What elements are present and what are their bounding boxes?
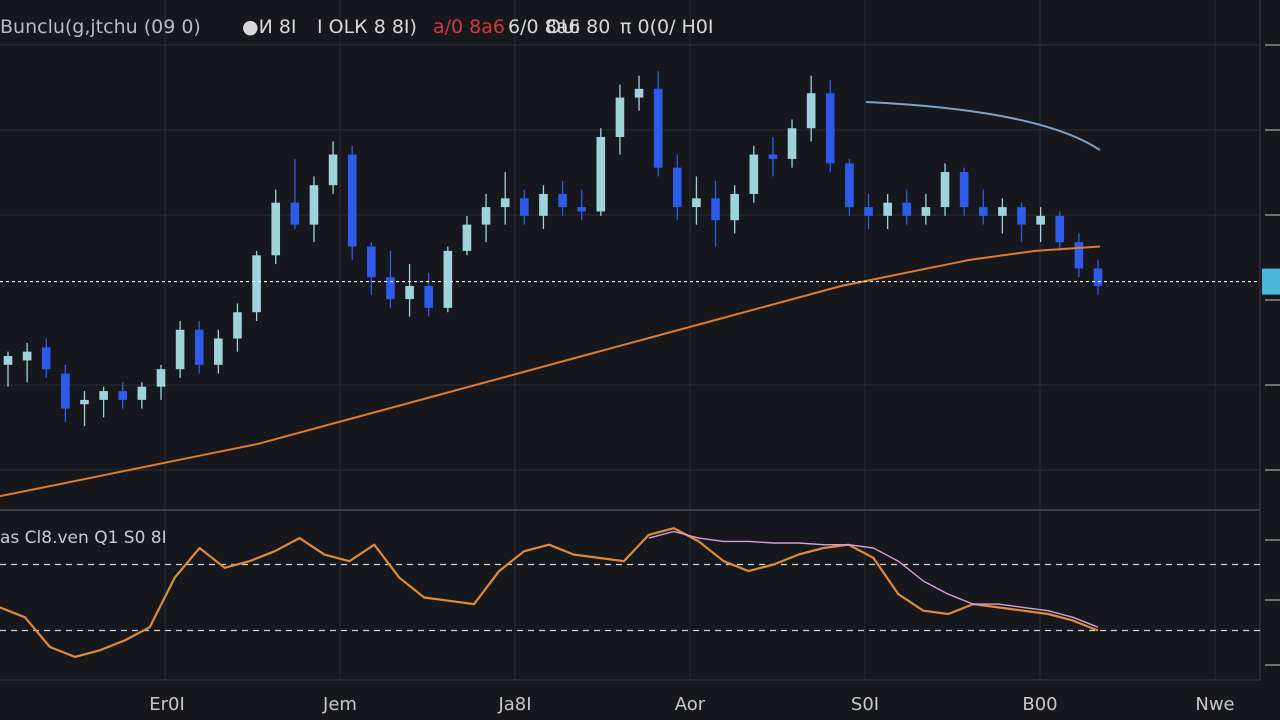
candle-body-44 <box>845 163 854 208</box>
candle-body-40 <box>768 154 778 159</box>
candle-body-46 <box>883 202 892 216</box>
candle-body-35 <box>672 167 682 208</box>
candle-body-15 <box>290 202 300 225</box>
high-value: I OLК 8 8I) <box>317 16 417 38</box>
candle-body-39 <box>749 154 759 194</box>
candle-body-42 <box>806 93 816 129</box>
oscillator-signal-line <box>648 530 1099 628</box>
candle-body-30 <box>577 207 586 212</box>
oscillator-legend: as Cl8.ven Q1 S0 8I <box>0 528 167 548</box>
candle-body-5 <box>99 391 108 400</box>
candlestick-series <box>3 71 1103 427</box>
candle-body-1 <box>22 351 32 361</box>
candle-body-9 <box>175 329 185 370</box>
candle-body-54 <box>1036 215 1045 225</box>
candle-body-25 <box>481 207 491 225</box>
axes: Er0I Jem Ja8I Aor S0I B00 Nwe <box>149 44 1280 715</box>
candle-body-38 <box>730 193 739 221</box>
low-value: a/0 8a6 <box>433 16 505 38</box>
candle-body-24 <box>462 224 472 251</box>
candle-body-14 <box>271 202 281 256</box>
candle-body-50 <box>959 172 969 208</box>
candle-body-12 <box>233 312 242 339</box>
candle-body-4 <box>80 399 89 405</box>
grid <box>0 0 1261 681</box>
candle-body-6 <box>118 391 128 400</box>
candle-body-49 <box>940 172 950 208</box>
candle-body-26 <box>500 198 510 208</box>
candle-body-0 <box>3 356 13 365</box>
x-tick-label-6: Nwe <box>1195 694 1234 715</box>
close-value: 6/0 8a6 <box>508 16 580 38</box>
candle-body-45 <box>864 207 873 216</box>
open-value: ●И 8I <box>242 16 297 38</box>
volume-value: π 0(0/ H0I <box>620 16 714 38</box>
x-tick-label-3: Aor <box>675 694 706 715</box>
candle-body-33 <box>634 88 644 98</box>
candle-body-43 <box>825 93 835 164</box>
x-tick-label-4: S0I <box>851 694 879 715</box>
candle-body-21 <box>405 285 414 300</box>
candle-body-3 <box>61 373 70 409</box>
candle-body-55 <box>1055 215 1065 243</box>
candle-body-29 <box>558 193 567 208</box>
oscillator-pane <box>0 527 1260 659</box>
candle-body-28 <box>539 193 548 216</box>
price-chart-legend: Bunclu(g,jtchu (09 0) ●И 8I I OLК 8 8I) … <box>0 16 714 38</box>
candle-body-20 <box>386 277 395 300</box>
candle-body-13 <box>252 255 261 313</box>
x-tick-label-0: Er0I <box>149 694 185 715</box>
candle-body-8 <box>156 369 166 387</box>
candle-body-37 <box>711 198 720 221</box>
candle-body-22 <box>424 285 434 308</box>
x-tick-label-2: Ja8I <box>497 694 531 715</box>
candle-body-10 <box>194 329 204 365</box>
candle-body-53 <box>1017 207 1026 225</box>
candle-body-56 <box>1074 242 1084 269</box>
candle-body-31 <box>596 137 606 212</box>
candle-body-27 <box>520 198 529 216</box>
candle-body-34 <box>653 88 663 168</box>
change-value: OUı 80 <box>546 16 610 38</box>
price-overlays <box>0 101 1280 498</box>
candle-body-32 <box>615 97 625 137</box>
candle-body-23 <box>443 250 453 308</box>
candle-body-47 <box>902 202 912 216</box>
candle-body-7 <box>137 386 147 400</box>
oscillator-label[interactable]: as Cl8.ven Q1 S0 8I <box>0 528 167 548</box>
trend-line <box>865 101 1101 151</box>
x-tick-label-5: B00 <box>1022 694 1057 715</box>
symbol-label[interactable]: Bunclu(g,jtchu (09 0) <box>0 16 201 38</box>
candle-body-48 <box>921 207 931 216</box>
candle-body-36 <box>692 198 701 208</box>
candle-body-41 <box>787 128 797 159</box>
moving-average-line <box>0 245 1101 498</box>
candle-body-16 <box>309 185 319 225</box>
candle-body-51 <box>978 207 988 216</box>
candle-body-18 <box>347 154 357 247</box>
last-price-tag <box>1262 268 1280 295</box>
candle-body-11 <box>214 338 223 365</box>
candle-body-57 <box>1093 268 1103 286</box>
candle-body-52 <box>998 207 1007 216</box>
oscillator-main-line <box>0 527 1099 659</box>
candle-body-2 <box>41 347 51 370</box>
candle-body-17 <box>328 154 338 186</box>
x-tick-label-1: Jem <box>322 694 357 715</box>
candle-body-19 <box>367 246 376 278</box>
